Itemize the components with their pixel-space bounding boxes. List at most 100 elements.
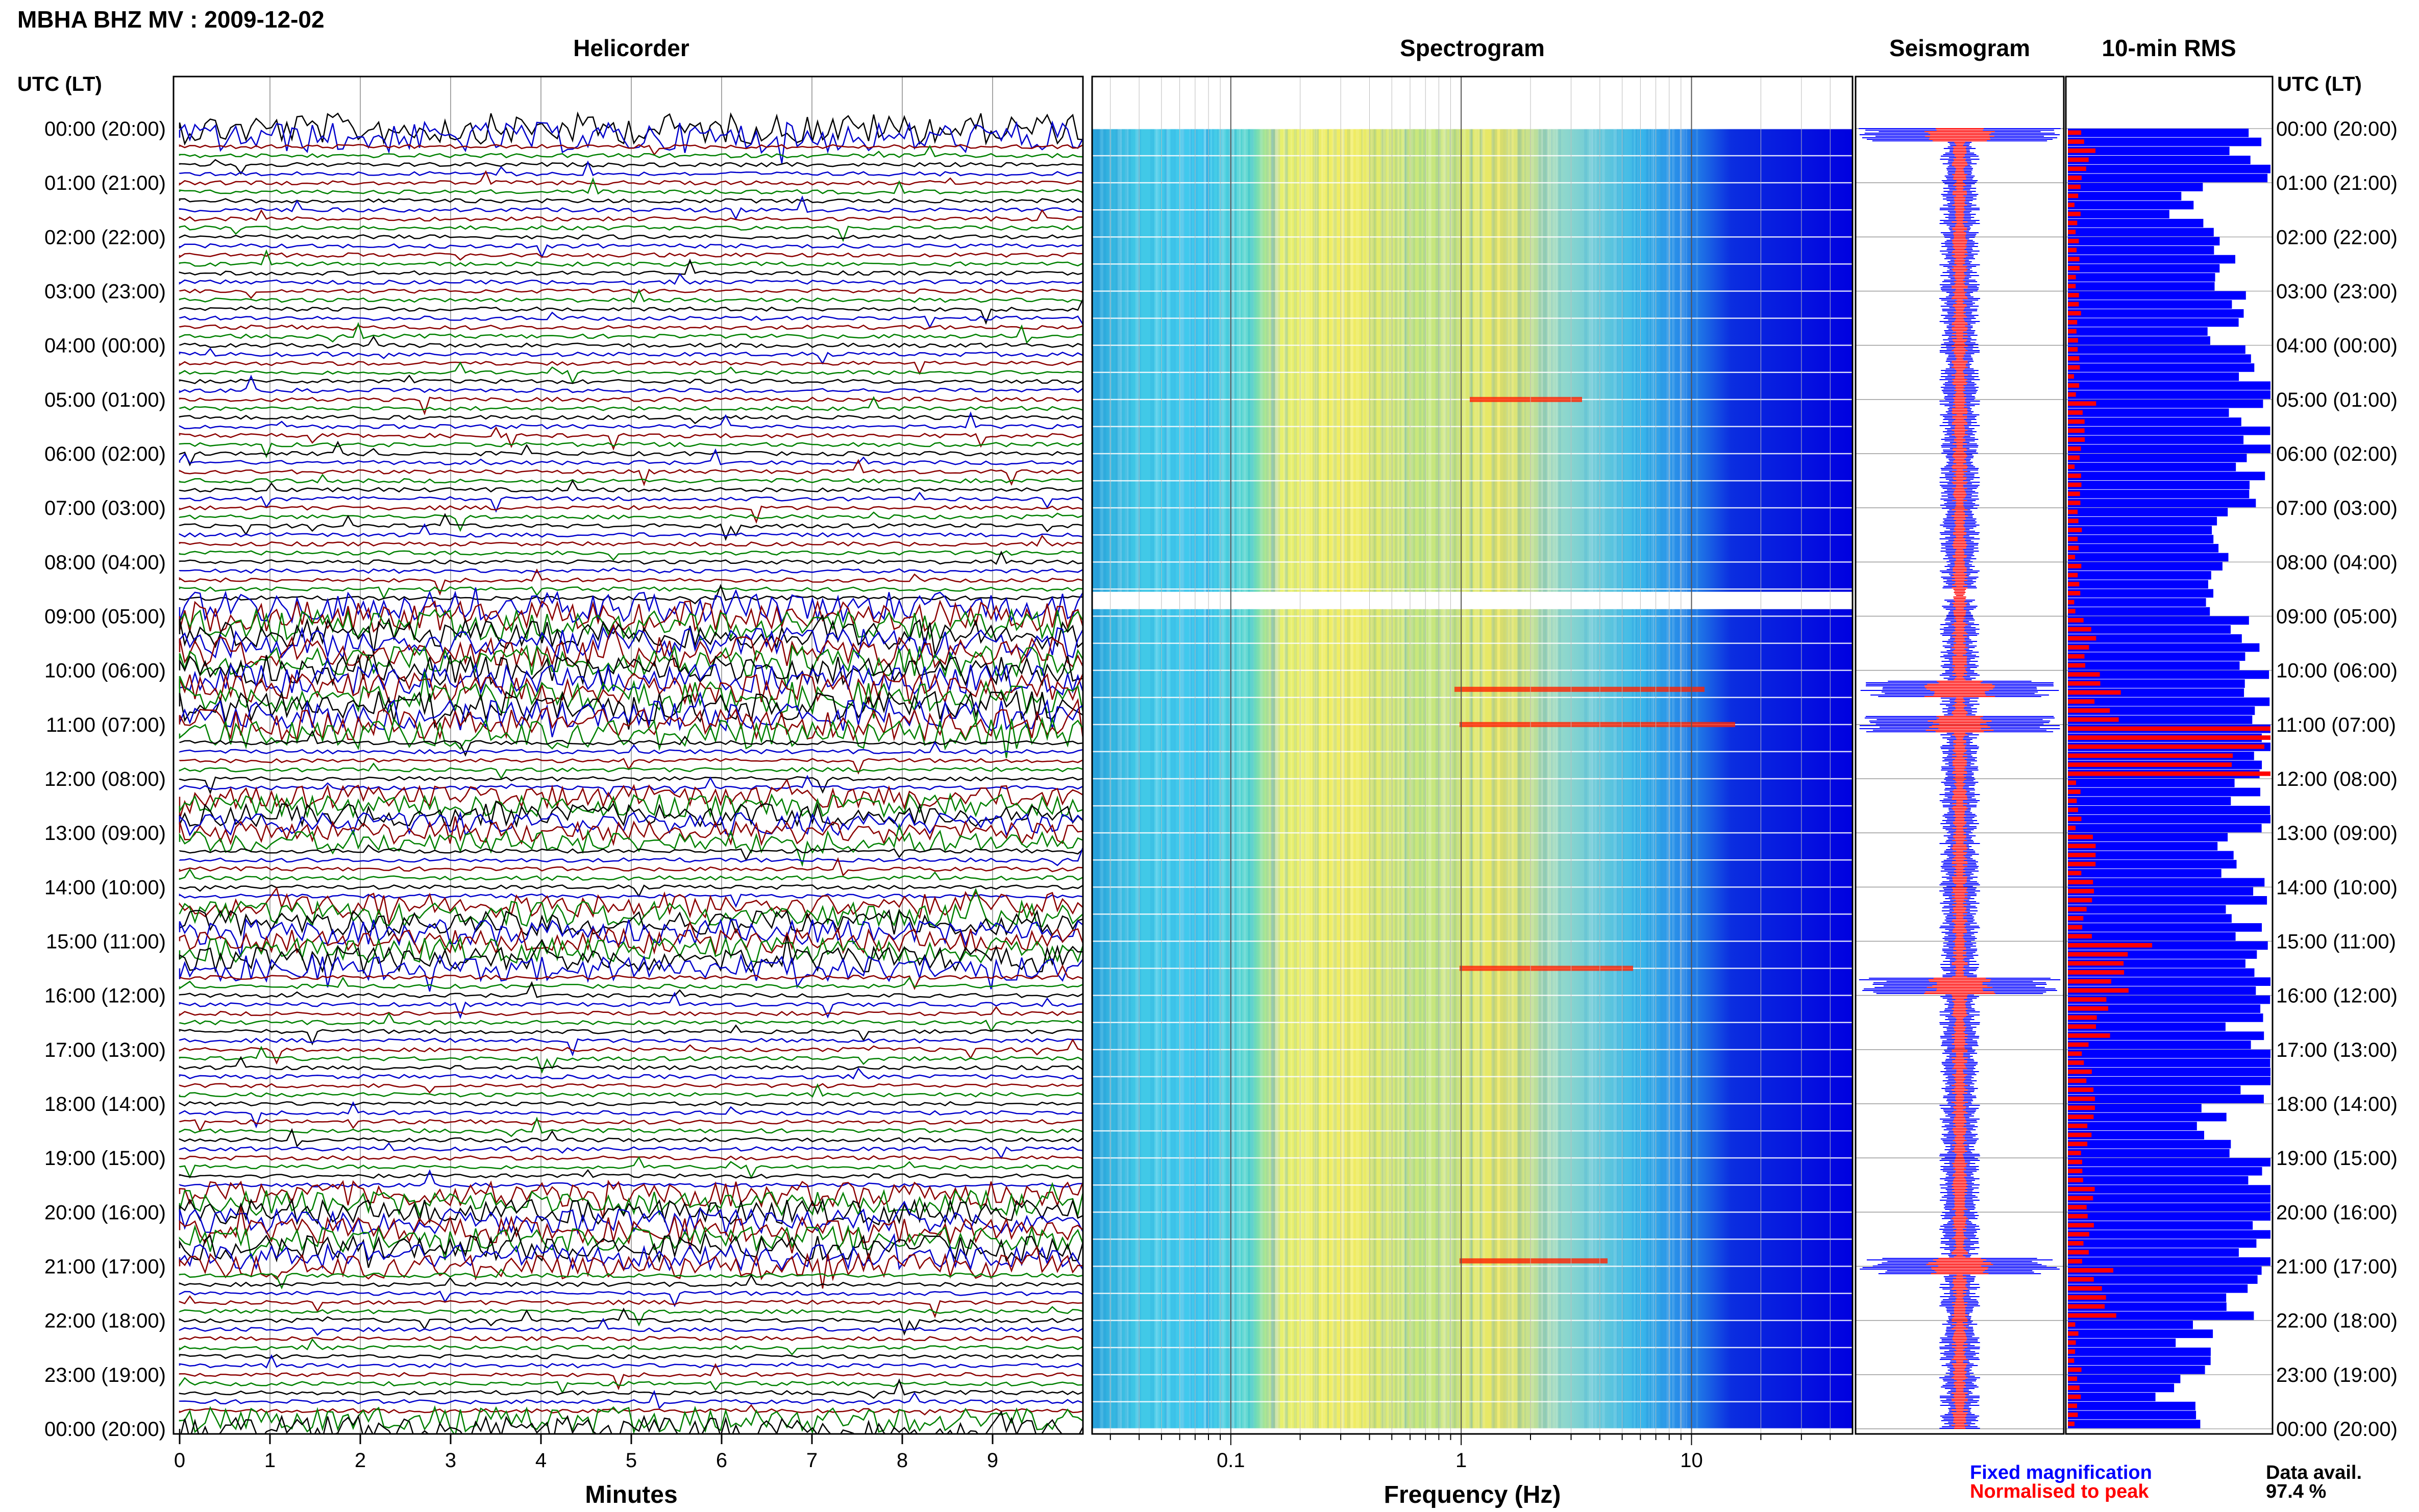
rms-fixed-bar bbox=[2068, 228, 2214, 237]
rms-normalised-bar bbox=[2068, 979, 2111, 984]
rms-fixed-bar bbox=[2068, 869, 2221, 878]
helicorder-trace bbox=[179, 258, 1083, 276]
rms-fixed-bar bbox=[2068, 526, 2212, 535]
helicorder-trace bbox=[179, 1378, 1083, 1399]
time-label-right: 13:00 (09:00) bbox=[2276, 822, 2398, 845]
rms-fixed-bar bbox=[2068, 129, 2249, 137]
helicorder-trace bbox=[179, 992, 1083, 1019]
rms-normalised-bar bbox=[2068, 1376, 2078, 1381]
rms-fixed-bar bbox=[2068, 779, 2235, 787]
rms-normalised-bar bbox=[2068, 672, 2100, 677]
seismogram-frame bbox=[1855, 76, 2065, 1435]
helicorder-trace bbox=[179, 741, 1083, 755]
rms-normalised-bar bbox=[2068, 428, 2085, 433]
rms-normalised-bar bbox=[2068, 1340, 2076, 1345]
rms-normalised-bar bbox=[2068, 1331, 2079, 1336]
time-label-right: 10:00 (06:00) bbox=[2276, 660, 2398, 682]
helicorder-trace bbox=[179, 1119, 1083, 1133]
rms-fixed-bar bbox=[2068, 1004, 2261, 1013]
helicorder-trace bbox=[179, 1083, 1083, 1098]
rms-fixed-bar bbox=[2068, 706, 2255, 715]
rms-normalised-bar bbox=[2068, 1132, 2092, 1137]
rms-fixed-bar bbox=[2068, 1049, 2270, 1058]
rms-normalised-bar bbox=[2068, 518, 2079, 524]
time-label-right: 11:00 (07:00) bbox=[2276, 714, 2396, 736]
rms-fixed-bar bbox=[2068, 264, 2220, 273]
helicorder-trace bbox=[179, 1307, 1083, 1336]
helicorder-trace bbox=[179, 396, 1083, 411]
helicorder-trace bbox=[179, 198, 1083, 204]
spectrogram-x-tick-label: 0.1 bbox=[1217, 1449, 1245, 1472]
helicorder-trace bbox=[179, 159, 1083, 175]
rms-normalised-bar bbox=[2068, 654, 2085, 659]
time-label-left: 07:00 (03:00) bbox=[44, 497, 166, 519]
helicorder-panel: 0 1 2 3 4 5 6 7 8 9 Minutes bbox=[172, 76, 1084, 1508]
rms-fixed-bar bbox=[2068, 1266, 2262, 1275]
time-label-left: 00:00 (20:00) bbox=[44, 1418, 166, 1441]
rms-normalised-bar bbox=[2068, 1142, 2088, 1147]
rms-normalised-bar bbox=[2068, 1232, 2089, 1237]
rms-normalised-bar bbox=[2068, 744, 2264, 749]
rms-fixed-bar bbox=[2068, 354, 2251, 363]
helicorder-trace bbox=[179, 414, 1083, 425]
time-label-left: 15:00 (11:00) bbox=[46, 931, 166, 953]
rms-fixed-bar bbox=[2068, 372, 2239, 381]
rms-normalised-bar bbox=[2068, 925, 2083, 930]
rms-fixed-bar bbox=[2068, 1095, 2264, 1103]
utc-lt-label-left: UTC (LT) bbox=[17, 73, 102, 95]
time-label-right: 15:00 (11:00) bbox=[2276, 931, 2396, 953]
rms-fixed-bar bbox=[2068, 625, 2231, 634]
helicorder-trace bbox=[179, 691, 1083, 737]
rms-normalised-bar bbox=[2068, 410, 2083, 415]
spectrogram-event bbox=[1454, 686, 1705, 692]
spectrogram-frame bbox=[1091, 76, 1854, 1435]
rms-normalised-bar bbox=[2068, 203, 2075, 207]
helicorder-trace bbox=[179, 1410, 1083, 1434]
rms-normalised-bar bbox=[2068, 834, 2093, 839]
helicorder-trace bbox=[179, 776, 1083, 795]
spectrogram-data-gap bbox=[1092, 591, 1853, 609]
rms-fixed-bar bbox=[2068, 1076, 2270, 1085]
rms-fixed-bar bbox=[2068, 1401, 2195, 1410]
helicorder-trace bbox=[179, 144, 1083, 156]
helicorder-trace bbox=[179, 1404, 1083, 1416]
helicorder-trace bbox=[179, 1024, 1083, 1046]
time-label-right: 08:00 (04:00) bbox=[2276, 551, 2398, 574]
helicorder-trace bbox=[179, 626, 1083, 661]
helicorder-trace bbox=[179, 252, 1083, 261]
helicorder-trace bbox=[179, 920, 1083, 956]
rms-fixed-bar bbox=[2068, 1393, 2156, 1401]
rms-normalised-bar bbox=[2068, 1223, 2094, 1228]
rms-fixed-bar bbox=[2068, 1212, 2270, 1221]
rms-fixed-bar bbox=[2068, 173, 2268, 183]
rms-fixed-bar bbox=[2068, 896, 2267, 905]
rms-fixed-bar bbox=[2068, 1329, 2213, 1339]
time-label-left: 21:00 (17:00) bbox=[44, 1256, 166, 1278]
helicorder-trace bbox=[179, 568, 1083, 596]
spectrogram-event bbox=[1460, 965, 1633, 971]
rms-normalised-bar bbox=[2068, 1241, 2084, 1246]
rms-normalised-bar bbox=[2068, 365, 2080, 370]
rms-normalised-bar bbox=[2068, 501, 2081, 505]
rms-normalised-bar bbox=[2068, 853, 2096, 857]
rms-fixed-bar bbox=[2068, 481, 2250, 489]
rms-normalised-bar bbox=[2068, 1024, 2096, 1029]
helicorder-trace bbox=[179, 348, 1083, 365]
rms-fixed-bar bbox=[2068, 399, 2263, 408]
rms-normalised-bar bbox=[2068, 311, 2081, 316]
rms-normalised-bar bbox=[2068, 1060, 2084, 1065]
rms-normalised-bar bbox=[2068, 753, 2233, 758]
station-title: MBHA BHZ MV : 2009-12-02 bbox=[17, 6, 325, 33]
helicorder-trace bbox=[179, 1290, 1083, 1307]
rms-fixed-bar bbox=[2068, 1248, 2239, 1257]
rms-fixed-bar bbox=[2068, 851, 2234, 860]
rms-fixed-bar bbox=[2068, 806, 2270, 814]
rms-normalised-bar bbox=[2068, 871, 2082, 876]
rms-fixed-bar bbox=[2068, 300, 2232, 309]
time-label-right: 20:00 (16:00) bbox=[2276, 1201, 2398, 1224]
rms-normalised-bar bbox=[2068, 1159, 2082, 1164]
helicorder-x-tick-label: 5 bbox=[626, 1449, 637, 1472]
rms-normalised-bar bbox=[2068, 916, 2084, 921]
time-label-right: 19:00 (15:00) bbox=[2276, 1147, 2398, 1170]
rms-fixed-bar bbox=[2068, 787, 2260, 797]
